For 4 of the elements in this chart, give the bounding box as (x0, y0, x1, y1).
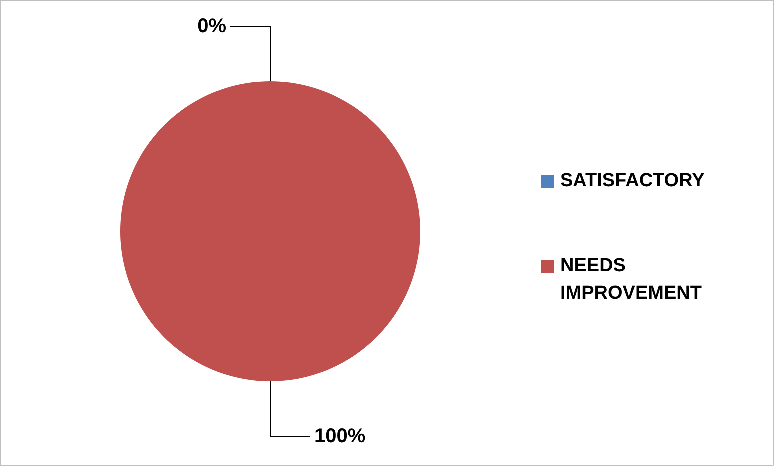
legend-label: SATISFACTORY (560, 170, 706, 192)
data-label: 100% (314, 426, 366, 448)
text: 0% (198, 16, 226, 38)
legend-label: NEEDS IMPROVEMENT (560, 256, 702, 304)
